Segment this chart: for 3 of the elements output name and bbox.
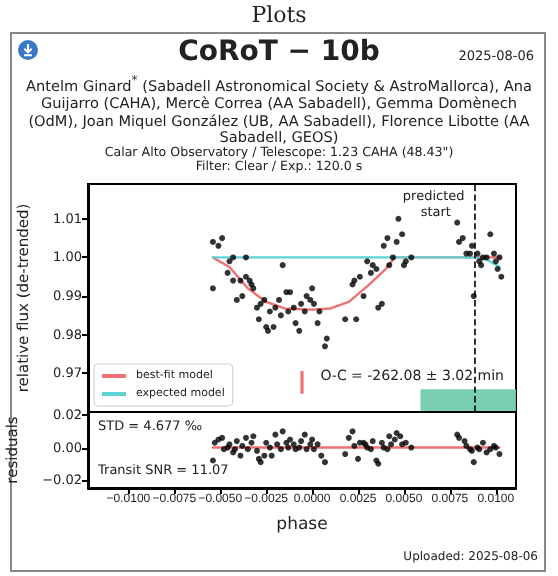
chart-title: CoRoT − 10b — [178, 36, 380, 68]
text: Plots — [249, 2, 309, 28]
x-axis-title: phase — [276, 515, 328, 535]
